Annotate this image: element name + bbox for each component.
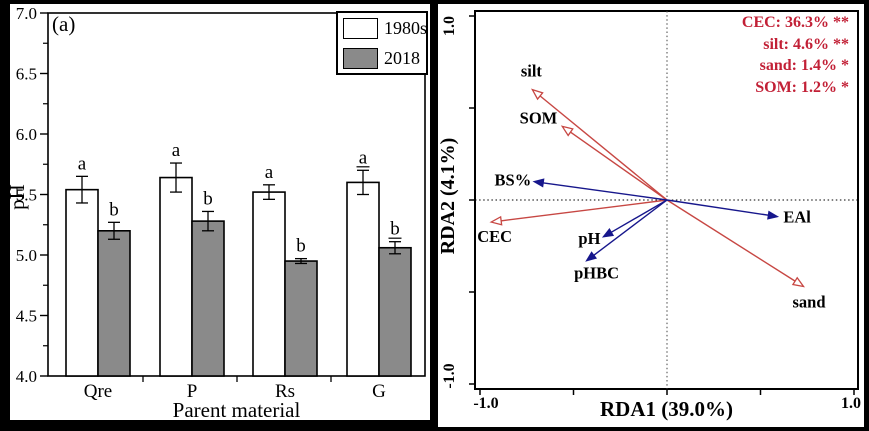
rda-biplot-svg: -1.0 1.0 1.0 -1.0 RDA1 (39.0%) RDA2 (4.1%) sil… (438, 10, 861, 421)
label-pH: pH (578, 229, 600, 248)
bar-Rs-1980s (252, 191, 286, 377)
label-BS%: BS% (495, 171, 532, 190)
arrow-CEC (500, 199, 668, 222)
bar-Rs-2018 (284, 260, 318, 377)
y-axis-title: pH (10, 184, 29, 210)
x-category-label: Rs (275, 381, 295, 402)
y-tick-label: 6.0 (16, 125, 37, 144)
x-axis-title: Parent material (173, 398, 301, 420)
rda-biplot-panel: -1.0 1.0 1.0 -1.0 RDA1 (39.0%) RDA2 (4.1%) sil… (436, 2, 866, 429)
sig-letter: a (78, 153, 87, 174)
x-category-label: P (187, 381, 198, 402)
arrowhead-CEC (489, 215, 503, 226)
y-axis-title: RDA2 (4.1%) (438, 138, 459, 255)
annotation-sand: sand: 1.4% * (759, 57, 849, 74)
arrowhead-SOM (560, 125, 574, 137)
panel-tag: (a) (52, 12, 76, 36)
sig-letter: b (390, 219, 400, 240)
legend-label-1980s: 1980s (384, 17, 428, 38)
arrowhead-sand (791, 276, 805, 288)
arrowhead-BS% (532, 178, 545, 188)
arrowhead-pH (601, 228, 615, 238)
x-tick-label-min: -1.0 (473, 395, 498, 412)
legend-item-2018: 2018 (338, 43, 426, 73)
bar-G-2018 (378, 246, 412, 377)
bar-Qre-2018 (97, 230, 131, 377)
y-tick-label: 5.5 (16, 186, 37, 205)
arrow-pH (605, 199, 668, 236)
x-axis-title: RDA1 (39.0%) (600, 397, 733, 421)
bar-chart-panel: 4.0 4.5 5.0 5.5 6.0 6.5 7.0 Qre P Rs G Parent mater… (10, 4, 430, 420)
arrow-SOM (569, 131, 668, 201)
arrow-BS% (537, 181, 668, 201)
y-tick-label: 4.0 (16, 367, 37, 386)
sig-letter: a (359, 147, 368, 168)
sig-letter: a (172, 140, 181, 161)
legend-item-1980s: 1980s (338, 13, 428, 43)
sig-letter: b (203, 188, 213, 209)
sig-letter: a (265, 162, 274, 183)
sig-letter: b (296, 236, 306, 257)
legend-swatch-1980s (343, 17, 378, 39)
arrow-pHBC (588, 199, 668, 260)
bar-P-1980s (159, 176, 193, 377)
bar-G-1980s (346, 181, 380, 377)
y-tick-label: 5.0 (16, 246, 37, 265)
y-tick-label-min: -1.0 (441, 363, 458, 388)
bar-P-2018 (191, 220, 225, 377)
label-SOM: SOM (520, 108, 558, 127)
annotation-cec: CEC: 36.3% ** (741, 14, 849, 31)
label-CEC: CEC (477, 227, 512, 246)
x-category-label: Qre (84, 381, 112, 402)
sig-letter: b (109, 199, 119, 220)
y-tick-label: 6.5 (16, 65, 37, 84)
arrow-silt (539, 95, 668, 201)
annotation-som: SOM: 1.2% * (755, 78, 849, 96)
legend: 1980s 2018 (336, 11, 428, 75)
y-tick-label: 4.5 (16, 307, 37, 326)
legend-label-2018: 2018 (384, 47, 420, 68)
label-EAl: EAl (783, 208, 811, 227)
arrow-sand (666, 199, 796, 282)
x-tick-label-max: 1.0 (841, 395, 861, 412)
x-category-label: G (372, 381, 386, 402)
arrowhead-pHBC (585, 251, 598, 262)
label-silt: silt (521, 62, 543, 81)
y-tick-label: 7.0 (16, 4, 37, 23)
bar-Qre-1980s (65, 188, 99, 377)
legend-swatch-2018 (343, 47, 378, 69)
arrowhead-silt (531, 88, 544, 101)
label-sand: sand (793, 292, 826, 311)
y-tick-label-max: 1.0 (441, 16, 458, 36)
annotation-silt: silt: 4.6% ** (763, 35, 849, 53)
arrow-EAl (666, 199, 775, 217)
arrowhead-EAl (767, 210, 780, 220)
bar-chart-svg: 4.0 4.5 5.0 5.5 6.0 6.5 7.0 Qre P Rs G Parent mater… (10, 4, 426, 420)
variance-annotations: CEC: 36.3% ** silt: 4.6% ** sand: 1.4% *… (742, 12, 849, 98)
label-pHBC: pHBC (574, 264, 619, 283)
